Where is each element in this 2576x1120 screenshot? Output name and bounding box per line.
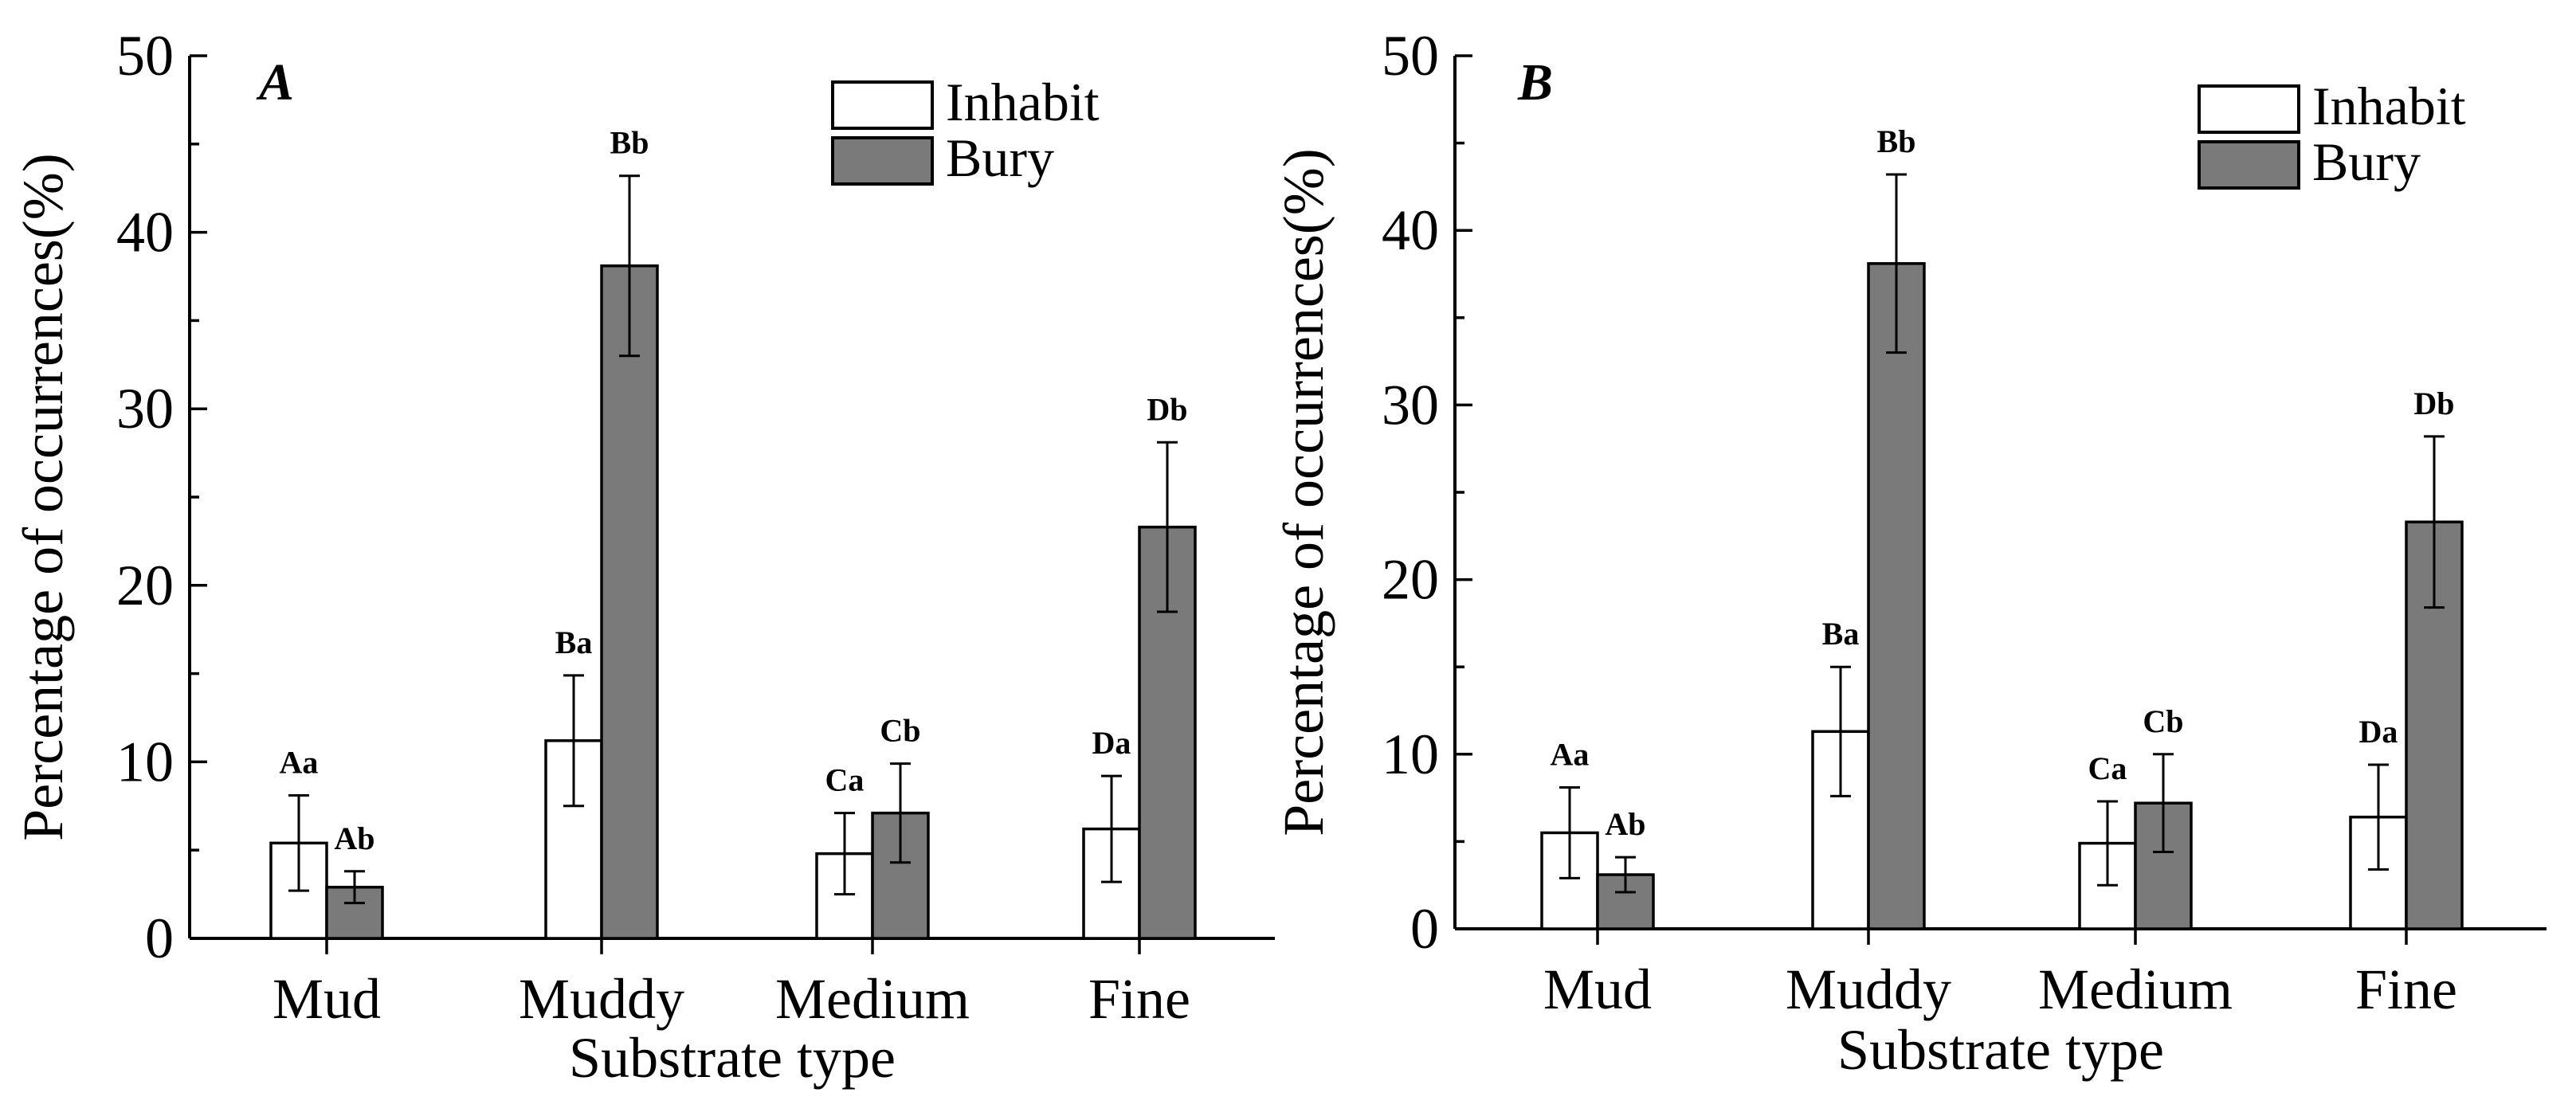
- legend-label-inhabit: Inhabit: [946, 72, 1100, 132]
- significance-label: Ba: [555, 625, 593, 660]
- significance-label: Ab: [334, 820, 374, 856]
- panel-B: 0 10 20 30 40 50 Percentage of occurrences(%) S…: [1272, 24, 2547, 1082]
- error-bar: [619, 174, 640, 358]
- significance-label: Aa: [1551, 736, 1590, 772]
- legend-swatch-bury: [2198, 140, 2300, 190]
- x-tick-label: Fine: [1088, 967, 1190, 1031]
- legend-swatch-inhabit: [831, 80, 934, 130]
- error-bar: [1886, 173, 1907, 354]
- significance-label: Da: [2359, 714, 2398, 750]
- x-tick-label: Medium: [2038, 957, 2233, 1021]
- error-bar: [2368, 763, 2389, 871]
- error-bar: [2097, 800, 2118, 887]
- panel-label: B: [1517, 53, 1553, 112]
- y-tick-label: 20: [1382, 548, 1439, 612]
- significance-label: Db: [2413, 386, 2454, 421]
- legend-label-bury: Bury: [2312, 131, 2421, 192]
- y-tick-label: 30: [1382, 373, 1439, 437]
- x-tick-label: Mud: [1543, 957, 1652, 1021]
- bar-bury-mud: [1596, 873, 1655, 930]
- legend-swatch-bury: [831, 136, 934, 186]
- y-tick-label: 40: [116, 201, 174, 264]
- significance-label: Ca: [825, 762, 865, 798]
- x-tick-label: Mud: [272, 967, 381, 1031]
- error-bar: [2424, 435, 2445, 609]
- y-tick-label: 50: [116, 24, 174, 88]
- significance-label: Bb: [610, 125, 649, 161]
- y-tick-label: 40: [1382, 198, 1439, 262]
- x-tick-label: Fine: [2355, 957, 2457, 1021]
- bar-bury-muddy: [1867, 262, 1926, 930]
- error-bar: [1615, 856, 1636, 894]
- x-tick-label: Muddy: [1786, 957, 1951, 1021]
- y-tick-label: 10: [1382, 723, 1439, 786]
- significance-label: Bb: [1877, 123, 1916, 159]
- x-axis-title: Substrate type: [1837, 1018, 2164, 1082]
- legend-label-bury: Bury: [946, 127, 1054, 188]
- error-bar: [2153, 753, 2174, 854]
- x-tick-label: Medium: [775, 967, 970, 1031]
- y-tick-label: 20: [116, 554, 174, 617]
- y-tick-label: 10: [116, 730, 174, 793]
- panel-A: 0 10 20 30 40 50 Percentage of occurrences(%) S…: [11, 24, 1275, 1090]
- significance-label: Ba: [1822, 616, 1860, 652]
- significance-label: Ca: [2088, 750, 2127, 786]
- bar-bury-muddy: [600, 264, 659, 940]
- y-axis-title: Percentage of occurrences(%): [1272, 148, 1335, 836]
- x-axis-title: Substrate type: [569, 1026, 896, 1090]
- y-tick-label: 0: [145, 907, 174, 970]
- significance-label: Da: [1092, 725, 1131, 761]
- y-tick-label: 0: [1410, 897, 1439, 961]
- legend-swatch-inhabit: [2198, 84, 2300, 134]
- panel-label: A: [256, 53, 294, 112]
- y-axis-title: Percentage of occurrences(%): [11, 153, 75, 840]
- bar-bury-mud: [325, 885, 384, 940]
- error-bar: [563, 674, 584, 808]
- significance-label: Cb: [880, 713, 920, 749]
- y-tick-label: 30: [116, 377, 174, 441]
- error-bar: [834, 812, 855, 896]
- error-bar: [890, 762, 911, 864]
- y-tick-label: 50: [1382, 24, 1439, 88]
- significance-label: Cb: [2143, 703, 2183, 739]
- error-bar: [288, 794, 309, 892]
- error-bar: [1157, 441, 1178, 613]
- significance-label: Aa: [280, 745, 319, 781]
- error-bar: [1830, 665, 1851, 797]
- significance-label: Ab: [1605, 806, 1645, 842]
- error-bar: [1101, 774, 1122, 883]
- x-tick-label: Muddy: [519, 967, 684, 1031]
- legend-label-inhabit: Inhabit: [2312, 76, 2466, 136]
- error-bar: [1559, 785, 1580, 879]
- error-bar: [344, 870, 365, 905]
- significance-label: Db: [1147, 391, 1187, 427]
